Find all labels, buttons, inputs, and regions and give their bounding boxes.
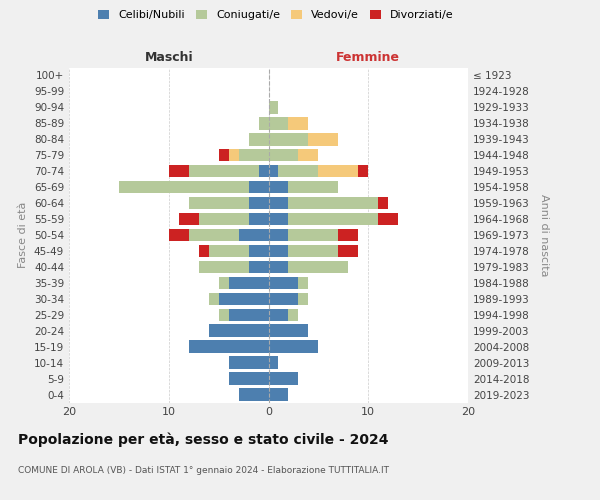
Bar [289,308,298,321]
Bar [269,229,289,241]
Bar [269,372,298,385]
Bar [269,197,289,209]
Text: Maschi: Maschi [145,51,193,64]
Bar [248,181,269,194]
Legend: Celibi/Nubili, Coniugati/e, Vedovi/e, Divorziati/e: Celibi/Nubili, Coniugati/e, Vedovi/e, Di… [94,6,458,25]
Bar [269,340,319,353]
Bar [269,165,278,177]
Bar [269,101,278,114]
Bar [269,292,298,305]
Bar [188,165,259,177]
Bar [229,356,269,369]
Bar [188,197,248,209]
Bar [338,229,358,241]
Bar [119,181,248,194]
Bar [239,149,269,162]
Bar [169,229,188,241]
Bar [259,165,269,177]
Bar [289,117,308,130]
Bar [229,372,269,385]
Bar [248,197,269,209]
Bar [199,260,248,273]
Bar [229,276,269,289]
Bar [289,229,338,241]
Bar [269,356,278,369]
Bar [289,213,378,226]
Bar [259,117,269,130]
Bar [319,165,358,177]
Bar [229,308,269,321]
Bar [269,308,289,321]
Bar [298,149,319,162]
Bar [289,260,348,273]
Bar [209,244,248,257]
Text: COMUNE DI AROLA (VB) - Dati ISTAT 1° gennaio 2024 - Elaborazione TUTTITALIA.IT: COMUNE DI AROLA (VB) - Dati ISTAT 1° gen… [18,466,389,475]
Bar [248,260,269,273]
Bar [239,388,269,400]
Bar [378,213,398,226]
Bar [308,133,338,145]
Bar [269,276,298,289]
Bar [269,244,289,257]
Bar [218,276,229,289]
Y-axis label: Anni di nascita: Anni di nascita [539,194,549,276]
Bar [269,260,289,273]
Bar [179,213,199,226]
Y-axis label: Fasce di età: Fasce di età [19,202,28,268]
Bar [199,213,248,226]
Bar [248,244,269,257]
Text: Femmine: Femmine [336,51,400,64]
Text: Popolazione per età, sesso e stato civile - 2024: Popolazione per età, sesso e stato civil… [18,432,389,447]
Bar [169,165,188,177]
Bar [289,244,338,257]
Bar [269,181,289,194]
Bar [269,324,308,337]
Bar [209,292,218,305]
Bar [218,308,229,321]
Bar [289,181,338,194]
Bar [289,197,378,209]
Bar [209,324,269,337]
Bar [338,244,358,257]
Bar [218,149,229,162]
Bar [378,197,388,209]
Bar [358,165,368,177]
Bar [188,229,239,241]
Bar [248,133,269,145]
Bar [188,340,269,353]
Bar [269,388,289,400]
Bar [269,149,298,162]
Bar [229,149,239,162]
Bar [269,133,308,145]
Bar [298,276,308,289]
Bar [278,165,319,177]
Bar [269,117,289,130]
Bar [239,229,269,241]
Bar [269,213,289,226]
Bar [218,292,269,305]
Bar [298,292,308,305]
Bar [199,244,209,257]
Bar [248,213,269,226]
